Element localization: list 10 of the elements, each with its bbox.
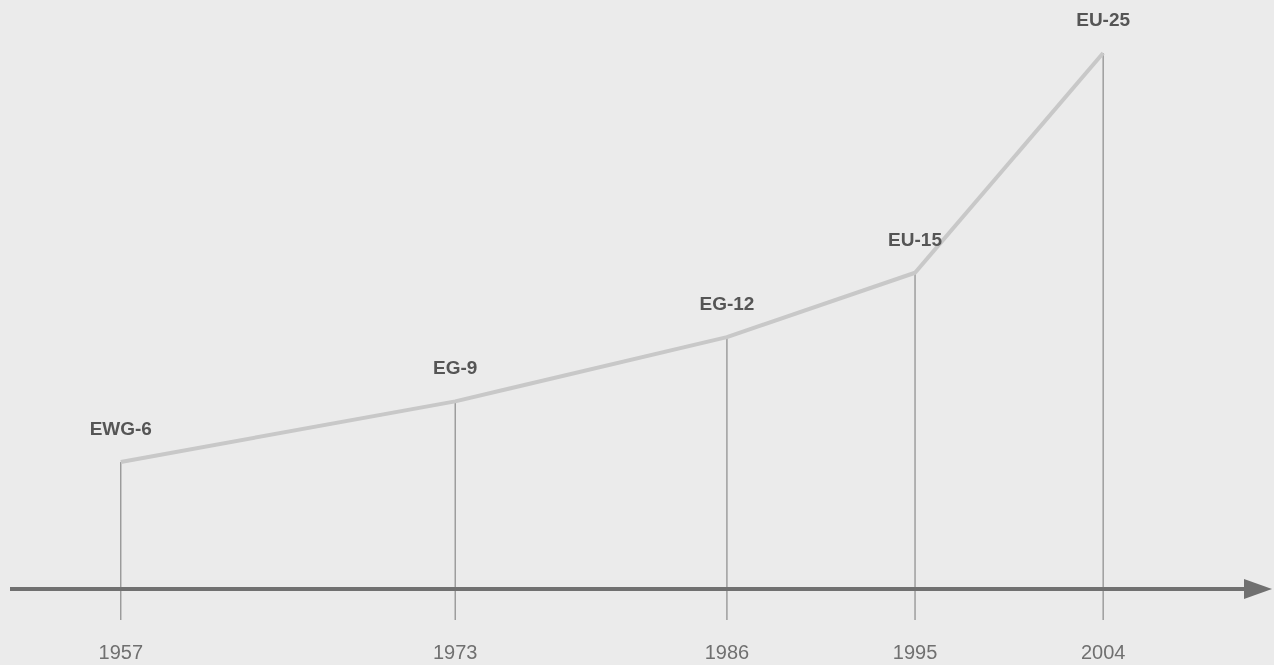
x-tick-label: 1995 [892,641,938,663]
x-tick-label: 2004 [1080,641,1126,663]
annotation: EWG-6 [89,417,152,439]
annotation: EG-12 [699,293,755,315]
x-tick-label: 1957 [98,641,144,663]
annotation: EG-9 [433,357,478,379]
annotation: EU-25 [1076,9,1131,30]
annotation: EU-15 [888,228,943,250]
x-tick-label: 1986 [704,641,750,663]
x-tick-label: 1973 [432,641,478,663]
